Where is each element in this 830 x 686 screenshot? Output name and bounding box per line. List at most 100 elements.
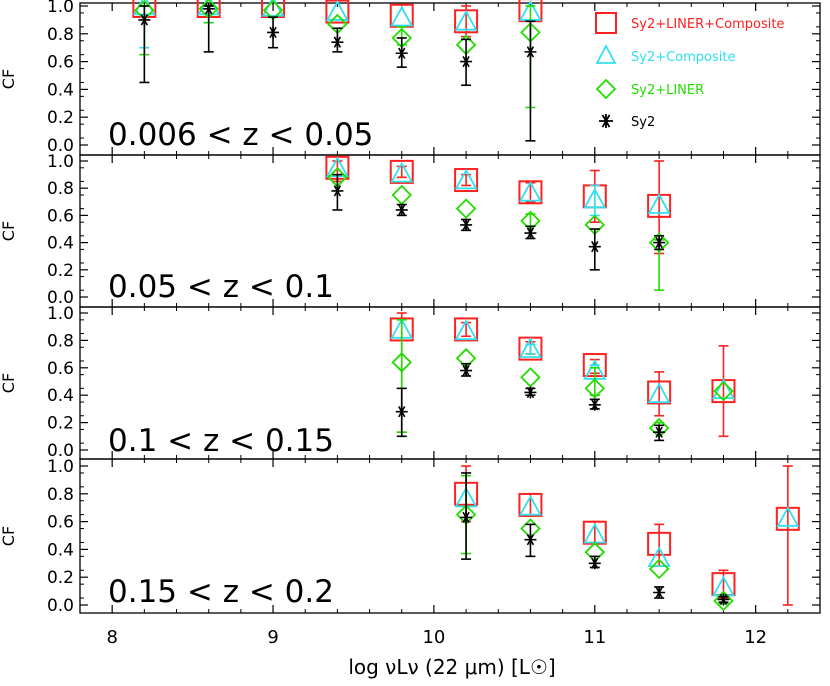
- marker-asterisk: [331, 36, 344, 49]
- panel-1: 0.0 0.2 0.4 0.6 0.8 1.0 CF 0.006 < z < 0.05: [0, 0, 821, 156]
- marker-triangle: [518, 494, 542, 516]
- y-tick-label: 0.8: [47, 25, 74, 45]
- marker-asterisk: [524, 533, 537, 546]
- panel-3: 0.0 0.2 0.4 0.6 0.8 1.0 CF 0.1 < z < 0.15: [0, 304, 821, 461]
- y-axis-label: CF: [0, 526, 18, 546]
- marker-triangle: [647, 546, 671, 568]
- y-tick-label: 0.8: [47, 179, 74, 199]
- marker-diamond: [584, 378, 606, 399]
- x-tick-label: 12: [744, 627, 767, 648]
- y-tick-label: 0.0: [47, 136, 74, 156]
- y-axis-label: CF: [0, 221, 18, 241]
- marker-asterisk: [395, 203, 408, 216]
- marker-asterisk: [588, 557, 601, 570]
- series-liner: [327, 167, 670, 292]
- y-tick-label: 0.2: [47, 108, 74, 128]
- marker-asterisk: [138, 13, 151, 26]
- marker-square: [389, 159, 414, 184]
- marker-square: [454, 317, 479, 342]
- marker-diamond: [713, 590, 734, 612]
- marker-asterisk: [395, 47, 408, 60]
- marker-triangle: [454, 9, 478, 31]
- redshift-bin-label: 0.15 < z < 0.2: [108, 574, 334, 610]
- x-tick-label: 10: [422, 627, 445, 648]
- marker-asterisk: [524, 386, 537, 399]
- marker-asterisk: [524, 227, 537, 240]
- series-liner: [391, 319, 734, 439]
- marker-triangle: [454, 319, 478, 341]
- y-tick-label: 0.4: [47, 234, 74, 254]
- y-tick-label: 0.4: [47, 540, 74, 560]
- x-tick-label: 8: [106, 627, 117, 648]
- marker-square: [518, 492, 543, 517]
- y-axis-label: CF: [0, 69, 18, 89]
- y-axis-label: CF: [0, 373, 18, 393]
- redshift-bin-label: 0.1 < z < 0.15: [108, 423, 334, 459]
- legend-label: Sy2: [631, 115, 655, 130]
- marker-diamond: [391, 184, 413, 206]
- marker-asterisk: [395, 405, 408, 418]
- legend-entry-liner: Sy2+LINER: [595, 78, 704, 100]
- marker-diamond: [520, 367, 541, 388]
- series-comp: [390, 317, 736, 404]
- legend-marker-triangle: [595, 44, 617, 64]
- marker-triangle: [454, 168, 478, 190]
- marker-diamond: [648, 232, 670, 253]
- marker-asterisk: [460, 364, 473, 377]
- axes-frame: [79, 458, 821, 614]
- legend-entry-comp: Sy2+Composite: [595, 44, 736, 65]
- marker-asterisk: [267, 26, 280, 39]
- series-sy2: [460, 472, 730, 606]
- y-tick-label: 0.8: [47, 331, 74, 351]
- marker-triangle: [390, 5, 414, 27]
- legend-marker-square: [595, 12, 617, 34]
- marker-asterisk: [460, 55, 473, 68]
- series-liner: [134, 0, 541, 109]
- y-tick-label: 0.0: [47, 441, 74, 461]
- series-all: [325, 155, 672, 255]
- redshift-bin-label: 0.05 < z < 0.1: [108, 269, 334, 305]
- marker-asterisk: [588, 240, 601, 253]
- y-tick-label: 0.4: [47, 386, 74, 406]
- legend-entry-sy2: Sy2: [599, 114, 655, 130]
- series-sy2: [331, 173, 666, 271]
- panel-4: 8 9 10 11 12 0.0 0.2 0.4 0.6 0.8 1.0 CF 0.15 < z < 0…: [0, 457, 821, 648]
- y-tick-label: 0.0: [47, 288, 74, 308]
- redshift-bin-label: 0.006 < z < 0.05: [108, 117, 373, 153]
- marker-triangle: [776, 505, 800, 527]
- marker-square: [647, 380, 672, 405]
- panel-2: 0.0 0.2 0.4 0.6 0.8 1.0 CF 0.05 < z < 0.1: [0, 152, 821, 308]
- marker-diamond: [648, 558, 670, 580]
- series-sy2: [138, 2, 537, 142]
- series-liner: [455, 474, 734, 612]
- series-comp: [454, 486, 800, 597]
- x-tick-label: 9: [267, 627, 278, 648]
- marker-diamond: [713, 380, 734, 402]
- marker-triangle: [647, 193, 671, 214]
- marker-asterisk: [588, 398, 601, 411]
- y-tick-label: 0.0: [47, 596, 74, 616]
- legend: Sy2+LINER+Composite Sy2+Composite Sy2+LINE…: [595, 12, 784, 130]
- legend-label: Sy2+LINER: [631, 83, 704, 98]
- series-all: [389, 312, 736, 438]
- y-tick-label: 0.2: [47, 568, 74, 588]
- legend-marker-asterisk: [599, 114, 613, 128]
- y-tick-label: 0.4: [47, 80, 74, 100]
- marker-diamond: [455, 198, 477, 219]
- x-axis-label: log νLν (22 μm) [L☉]: [348, 655, 555, 679]
- marker-triangle: [390, 161, 414, 183]
- marker-triangle: [647, 382, 671, 404]
- marker-asterisk: [653, 426, 666, 439]
- marker-triangle: [325, 0, 349, 21]
- marker-asterisk: [202, 2, 215, 15]
- y-tick-label: 1.0: [47, 0, 74, 17]
- legend-label: Sy2+Composite: [631, 50, 736, 65]
- y-tick-label: 0.6: [47, 359, 74, 379]
- marker-asterisk: [653, 236, 666, 249]
- x-tick-label: 11: [583, 627, 606, 648]
- legend-label: Sy2+LINER+Composite: [631, 17, 784, 32]
- y-tick-label: 1.0: [47, 304, 74, 324]
- marker-square: [647, 531, 672, 556]
- marker-asterisk: [460, 511, 473, 524]
- legend-entry-all: Sy2+LINER+Composite: [595, 12, 784, 34]
